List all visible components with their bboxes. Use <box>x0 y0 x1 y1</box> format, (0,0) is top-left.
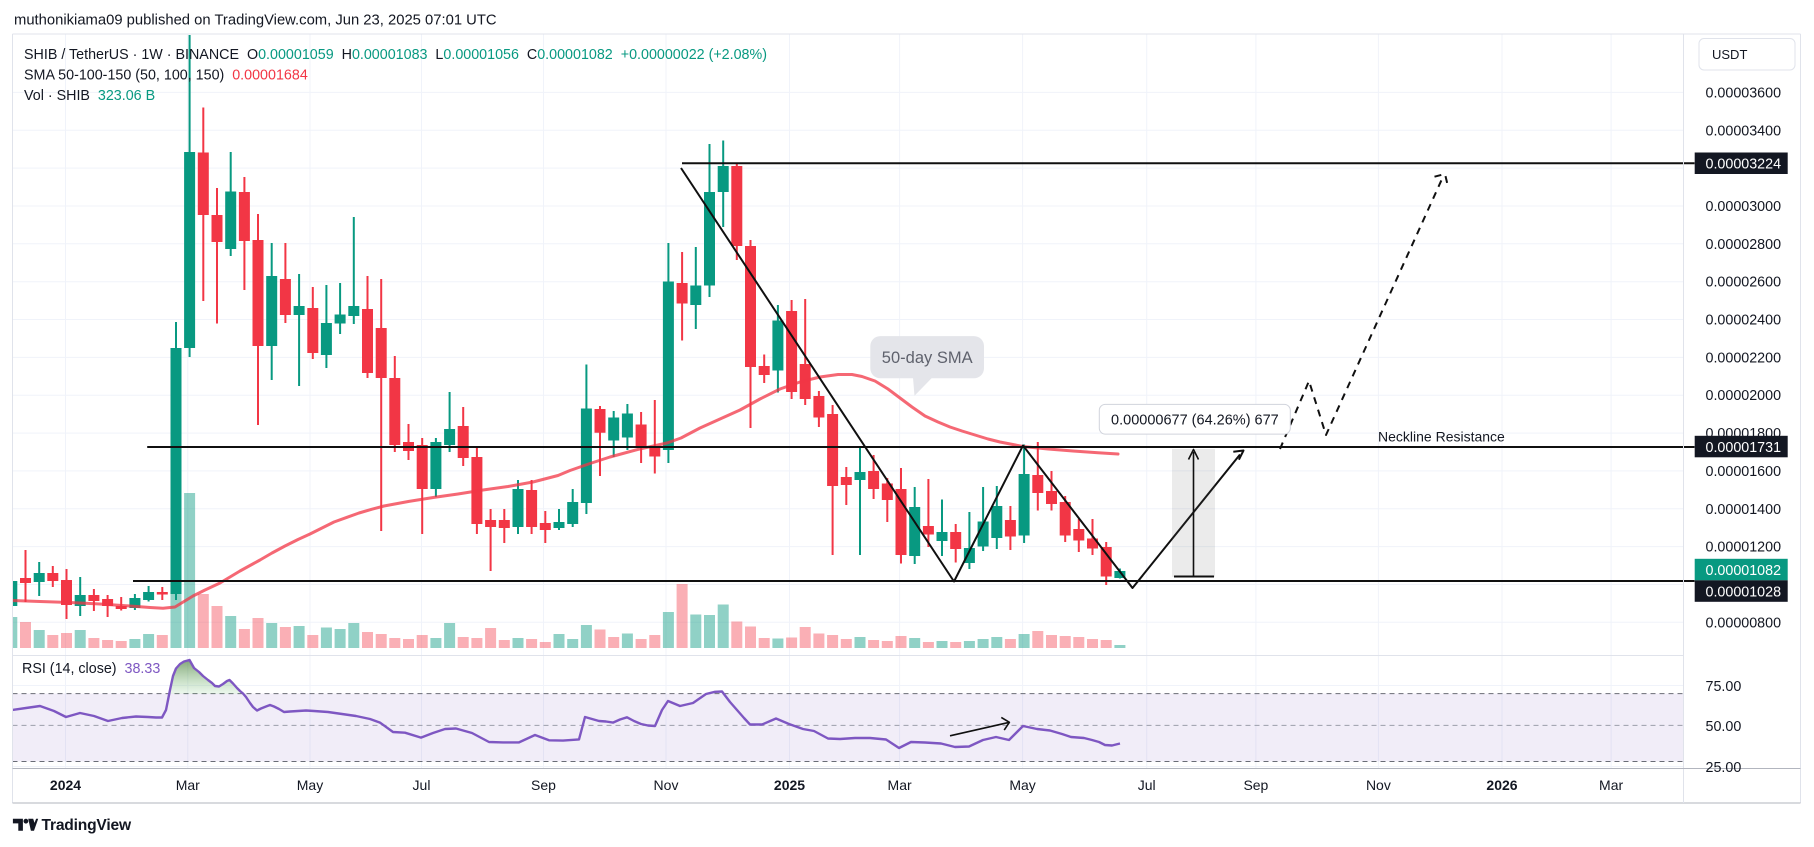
svg-text:RSI (14, close) 38.33: RSI (14, close) 38.33 <box>22 661 160 677</box>
svg-text:0.00001028: 0.00001028 <box>1706 584 1782 600</box>
svg-text:USDT: USDT <box>1712 47 1747 62</box>
svg-text:2026: 2026 <box>1486 777 1517 793</box>
svg-text:0.00002400: 0.00002400 <box>1706 313 1782 329</box>
svg-text:Jul: Jul <box>1138 777 1156 793</box>
svg-text:0.00003600: 0.00003600 <box>1706 85 1782 101</box>
svg-text:2025: 2025 <box>774 777 805 793</box>
svg-text:0.00001200: 0.00001200 <box>1706 540 1782 556</box>
svg-text:May: May <box>1009 777 1035 793</box>
svg-text:Sep: Sep <box>1243 777 1268 793</box>
svg-text:0.00001400: 0.00001400 <box>1706 502 1782 518</box>
svg-text:Nov: Nov <box>654 777 679 793</box>
svg-text:May: May <box>297 777 323 793</box>
svg-text:0.00001600: 0.00001600 <box>1706 464 1782 480</box>
svg-text:SHIB / TetherUS · 1W · BINANCE: SHIB / TetherUS · 1W · BINANCE O0.000010… <box>24 47 767 63</box>
svg-text:50.00: 50.00 <box>1706 719 1742 735</box>
svg-text:50-day SMA: 50-day SMA <box>882 349 973 367</box>
svg-text:0.00000800: 0.00000800 <box>1706 615 1782 631</box>
svg-text:Nov: Nov <box>1366 777 1391 793</box>
svg-text:muthonikiama09 published on Tr: muthonikiama09 published on TradingView.… <box>14 13 497 29</box>
svg-text:0.00002800: 0.00002800 <box>1706 237 1782 253</box>
svg-text:0.00003000: 0.00003000 <box>1706 199 1782 215</box>
svg-text:0.00002600: 0.00002600 <box>1706 275 1782 291</box>
svg-text:Mar: Mar <box>888 777 912 793</box>
svg-text:25.00: 25.00 <box>1706 760 1742 776</box>
svg-text:Mar: Mar <box>176 777 200 793</box>
svg-text:TradingView: TradingView <box>42 817 132 834</box>
svg-text:0.00003224: 0.00003224 <box>1706 157 1782 173</box>
svg-text:0.00002000: 0.00002000 <box>1706 388 1782 404</box>
svg-text:0.00003400: 0.00003400 <box>1706 123 1782 139</box>
svg-text:0.00001731: 0.00001731 <box>1706 440 1782 456</box>
svg-text:Sep: Sep <box>531 777 556 793</box>
svg-text:Neckline Resistance: Neckline Resistance <box>1378 429 1505 445</box>
svg-text:0.00000677 (64.26%) 677: 0.00000677 (64.26%) 677 <box>1111 413 1279 429</box>
svg-text:75.00: 75.00 <box>1706 679 1742 695</box>
svg-text:SMA 50-100-150 (50, 100, 150): SMA 50-100-150 (50, 100, 150) 0.00001684 <box>24 68 308 84</box>
svg-text:Mar: Mar <box>1599 777 1623 793</box>
svg-text:Jul: Jul <box>413 777 431 793</box>
svg-text:Vol · SHIB 323.06 B: Vol · SHIB 323.06 B <box>24 88 155 104</box>
svg-text:2024: 2024 <box>50 777 81 793</box>
svg-text:0.00002200: 0.00002200 <box>1706 350 1782 366</box>
svg-text:0.00001082: 0.00001082 <box>1706 563 1782 579</box>
